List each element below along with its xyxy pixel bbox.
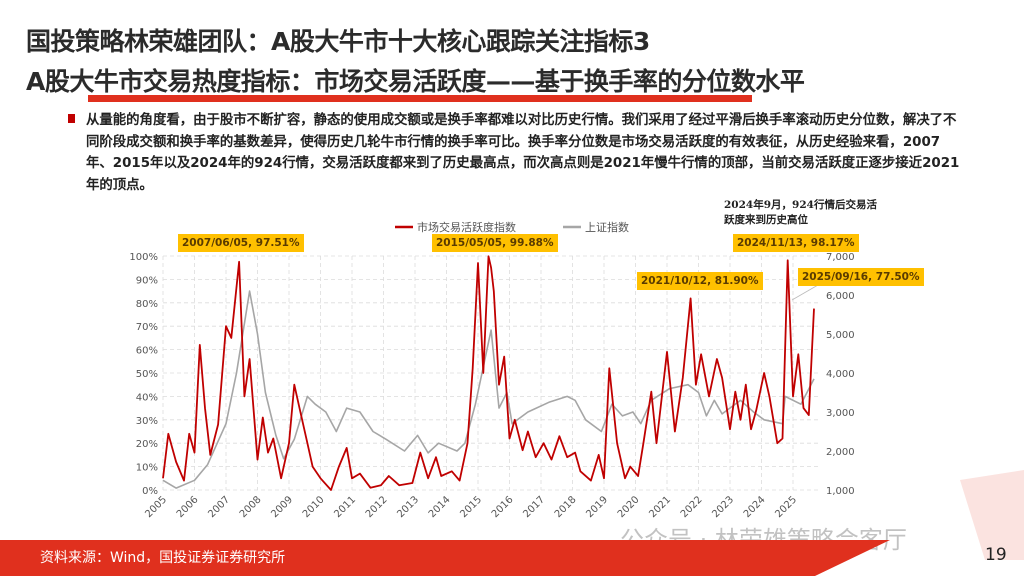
footer-decor <box>960 470 1024 560</box>
left-tick-label: 80% <box>136 299 158 310</box>
annotation-2007-peak: 2007/06/05, 97.51% <box>178 234 304 252</box>
left-axis-labels: 0% 10% 20% 30% 40% 50% 60% 70% 80% 90% 100% <box>129 252 158 497</box>
legend-label-index: 上证指数 <box>585 220 629 234</box>
right-tick-label: 5,000 <box>826 330 855 341</box>
annotation-leader-line <box>791 284 819 301</box>
left-tick-label: 0% <box>142 486 158 497</box>
series-line-index <box>162 290 815 489</box>
footer-red-band <box>0 540 890 576</box>
left-tick-label: 70% <box>136 322 158 333</box>
chart-legend: 市场交易活跃度指数 上证指数 <box>395 220 629 234</box>
left-tick-label: 100% <box>129 252 158 263</box>
right-tick-label: 3,000 <box>826 408 855 419</box>
slide-title-line1: 国投策略林荣雄团队：A股大牛市十大核心跟踪关注指标3 <box>26 27 650 56</box>
right-tick-label: 1,000 <box>826 486 855 497</box>
bullet-square-icon <box>68 114 75 123</box>
body-paragraph: 从量能的角度看，由于股市不断扩容，静态的使用成交额或是换手率都难以对比历史行情。… <box>86 113 960 193</box>
source-note: 资料来源：Wind，国投证券证券研究所 <box>40 550 286 566</box>
left-tick-label: 50% <box>136 369 158 380</box>
title-underline <box>88 95 752 102</box>
right-tick-label: 2,000 <box>826 447 855 458</box>
annotation-2024-peak: 2024/11/13, 98.17% <box>733 234 859 252</box>
legend-label-activity: 市场交易活跃度指数 <box>417 220 516 234</box>
right-tick-label: 7,000 <box>826 252 855 263</box>
slide-title-line2: A股大牛市交易热度指标：市场交易活跃度——基于换手率的分位数水平 <box>26 67 805 96</box>
left-tick-label: 90% <box>136 275 158 286</box>
page-number: 19 <box>985 545 1007 565</box>
series-lines <box>162 255 815 491</box>
annotation-2025-latest: 2025/09/16, 77.50% <box>798 268 924 286</box>
right-tick-label: 4,000 <box>826 369 855 380</box>
chart-grid <box>162 255 818 491</box>
right-tick-label: 6,000 <box>826 291 855 302</box>
right-axis-labels: 1,000 2,000 3,000 4,000 5,000 6,000 7,000 <box>826 252 855 497</box>
left-tick-label: 60% <box>136 346 158 357</box>
chart-note: 2024年9月，924行情后交易活跃度来到历史高位 <box>724 199 877 226</box>
annotation-2021-peak: 2021/10/12, 81.90% <box>637 272 763 290</box>
left-tick-label: 20% <box>136 439 158 450</box>
left-tick-label: 30% <box>136 416 158 427</box>
left-tick-label: 10% <box>136 463 158 474</box>
annotation-2015-peak: 2015/05/05, 99.88% <box>432 234 558 252</box>
left-tick-label: 40% <box>136 392 158 403</box>
series-line-activity <box>162 255 815 491</box>
